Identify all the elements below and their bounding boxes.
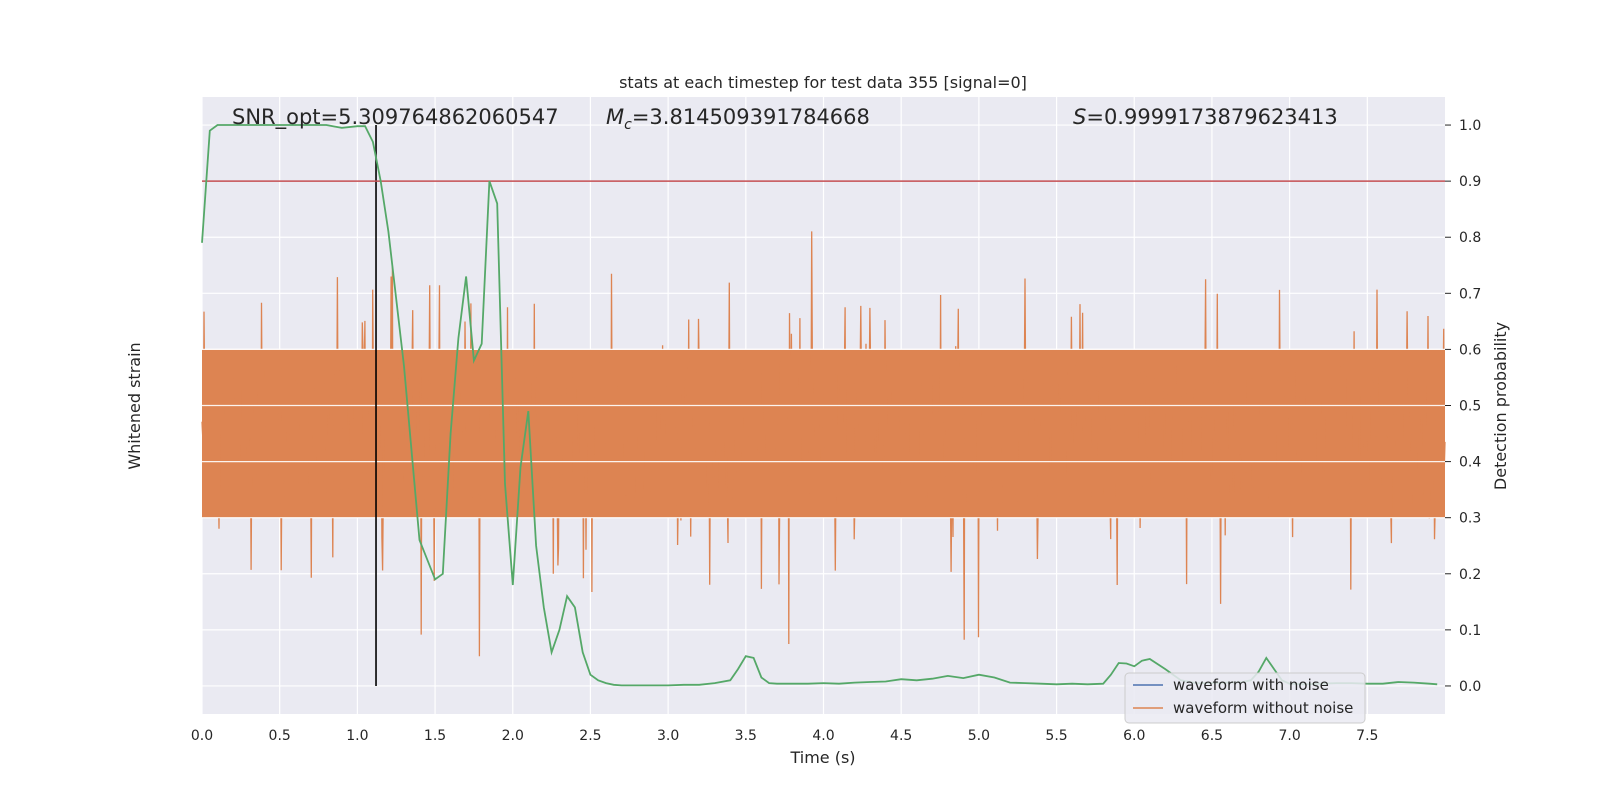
chirp-mass-subscript: c [624, 117, 632, 133]
score-symbol: S [1073, 105, 1086, 129]
x-tick-label: 2.0 [502, 728, 524, 744]
left-y-axis-label: Whitened strain [125, 342, 144, 469]
y-tick-label: 0.5 [1459, 399, 1481, 415]
x-axis-ticks: 0.0 0.5 1.0 1.5 2.0 2.5 3.0 3.5 4.0 4.5 5.0 5.5 6.0 6… [191, 728, 1379, 744]
chirp-mass-symbol: M [606, 105, 624, 129]
y-tick-label: 0.3 [1459, 511, 1481, 527]
legend-box [1124, 672, 1366, 724]
x-tick-label: 6.5 [1201, 728, 1223, 744]
snr-annotation: SNR_opt=5.309764862060547 [232, 105, 559, 130]
x-tick-label: 4.0 [812, 728, 834, 744]
x-tick-label: 1.0 [346, 728, 368, 744]
legend-label-clean: waveform without noise [1173, 699, 1353, 717]
chirp-mass-annotation: Mc=3.814509391784668 [606, 105, 870, 133]
y-tick-label: 0.6 [1459, 342, 1481, 358]
x-tick-label: 5.5 [1045, 728, 1067, 744]
chart-title: stats at each timestep for test data 355… [619, 73, 1027, 92]
x-tick-label: 4.5 [890, 728, 912, 744]
x-tick-label: 3.5 [735, 728, 757, 744]
x-tick-label: 1.5 [424, 728, 446, 744]
x-tick-label: 2.5 [579, 728, 601, 744]
chirp-mass-value: =3.814509391784668 [632, 105, 870, 129]
legend: waveform with noise waveform without noi… [1124, 672, 1366, 724]
right-y-axis-label: Detection probability [1491, 322, 1510, 490]
y-tick-label: 0.1 [1459, 623, 1481, 639]
y-tick-label: 0.8 [1459, 230, 1481, 246]
legend-label-noise: waveform with noise [1173, 676, 1329, 694]
x-axis-label: Time (s) [789, 748, 855, 767]
score-value: =0.9999173879623413 [1086, 105, 1337, 129]
x-tick-label: 7.0 [1278, 728, 1300, 744]
x-tick-label: 3.0 [657, 728, 679, 744]
right-y-axis-ticks: 0.0 0.1 0.2 0.3 0.4 0.5 0.6 0.7 0.8 0.9 1.0 [1445, 118, 1481, 695]
x-tick-label: 6.0 [1123, 728, 1145, 744]
y-tick-label: 0.9 [1459, 174, 1481, 190]
y-tick-label: 0.4 [1459, 455, 1481, 471]
y-tick-label: 0.2 [1459, 567, 1481, 583]
x-tick-label: 7.5 [1356, 728, 1378, 744]
y-tick-label: 1.0 [1459, 118, 1481, 134]
x-tick-label: 0.5 [269, 728, 291, 744]
y-tick-label: 0.7 [1459, 286, 1481, 302]
clean-waveform-trace [201, 231, 1446, 657]
score-annotation: S=0.9999173879623413 [1073, 105, 1338, 129]
y-tick-label: 0.0 [1459, 679, 1481, 695]
x-tick-label: 5.0 [968, 728, 990, 744]
x-tick-label: 0.0 [191, 728, 213, 744]
